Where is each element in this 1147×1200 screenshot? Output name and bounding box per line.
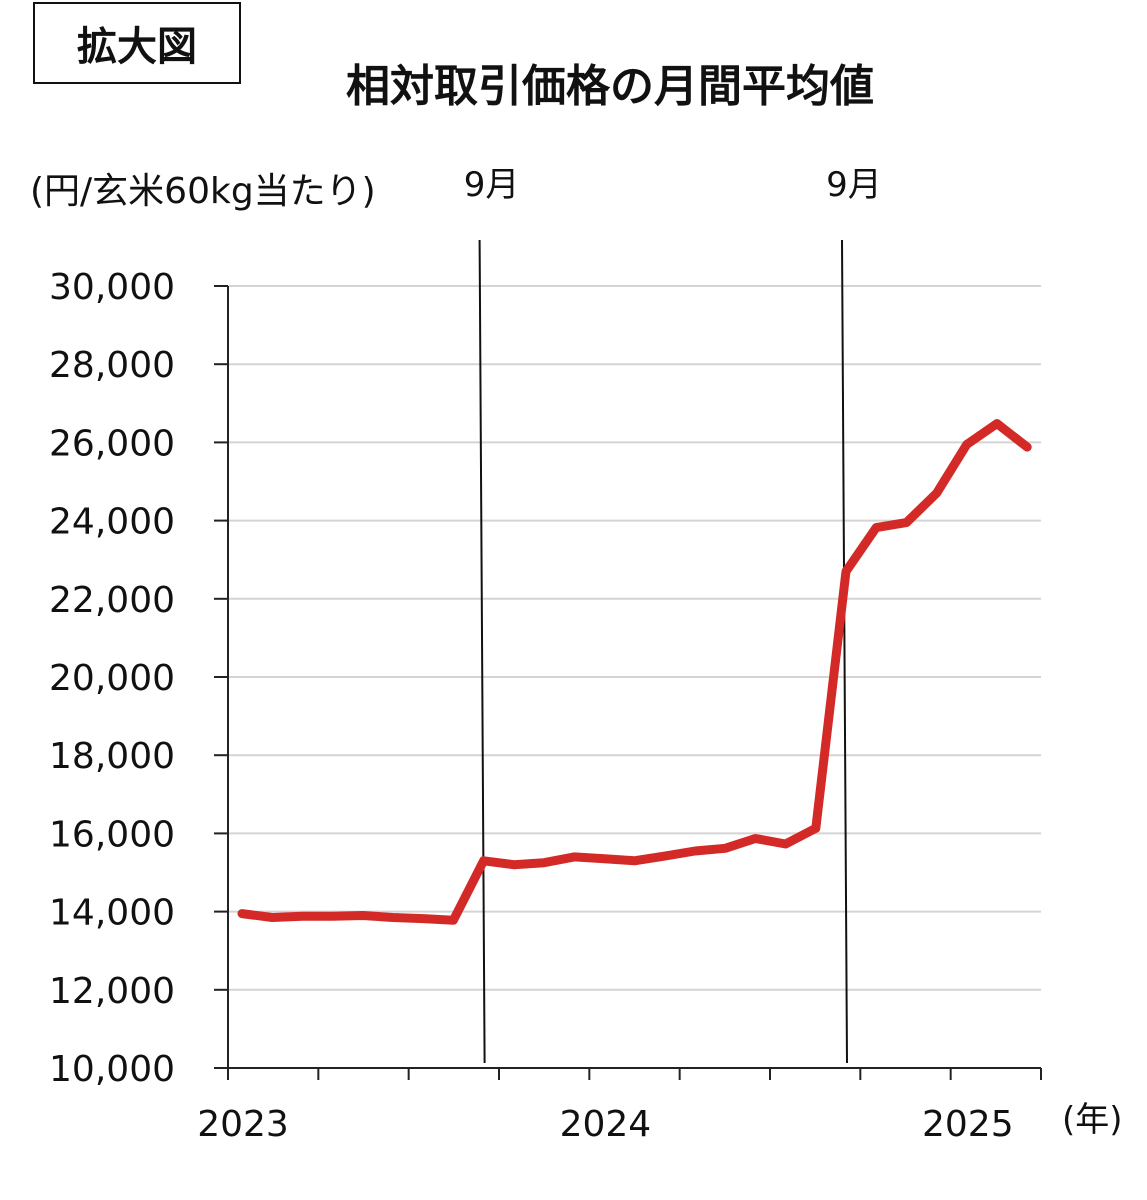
y-tick-label: 22,000 (49, 580, 175, 621)
y-tick-label: 12,000 (49, 971, 175, 1012)
y-tick-label: 20,000 (49, 658, 175, 699)
enlarged-view-badge: 拡大図 (33, 2, 241, 84)
x-axis-unit: (年) (1062, 1100, 1123, 1140)
y-tick-label: 14,000 (49, 893, 175, 934)
y-axis-label: (円/玄米60kg当たり) (30, 171, 376, 212)
y-tick-label: 18,000 (49, 736, 175, 777)
y-tick-label: 28,000 (49, 345, 175, 386)
chart-title: 相対取引価格の月間平均値 (346, 61, 874, 112)
september-marker-label: 9月 (826, 165, 882, 205)
y-tick-label: 30,000 (49, 267, 175, 308)
y-tick-label: 16,000 (49, 814, 175, 855)
september-marker-label: 9月 (464, 165, 520, 205)
x-year-label: 2024 (560, 1104, 652, 1145)
y-tick-label: 24,000 (49, 502, 175, 543)
x-year-label: 2025 (922, 1104, 1014, 1145)
x-year-label: 2023 (197, 1104, 289, 1145)
september-marker-line (478, 239, 486, 1064)
y-tick-label: 26,000 (49, 423, 175, 464)
september-marker-line (841, 239, 848, 1064)
y-tick-label: 10,000 (49, 1049, 175, 1090)
price-series-line (237, 419, 1032, 925)
